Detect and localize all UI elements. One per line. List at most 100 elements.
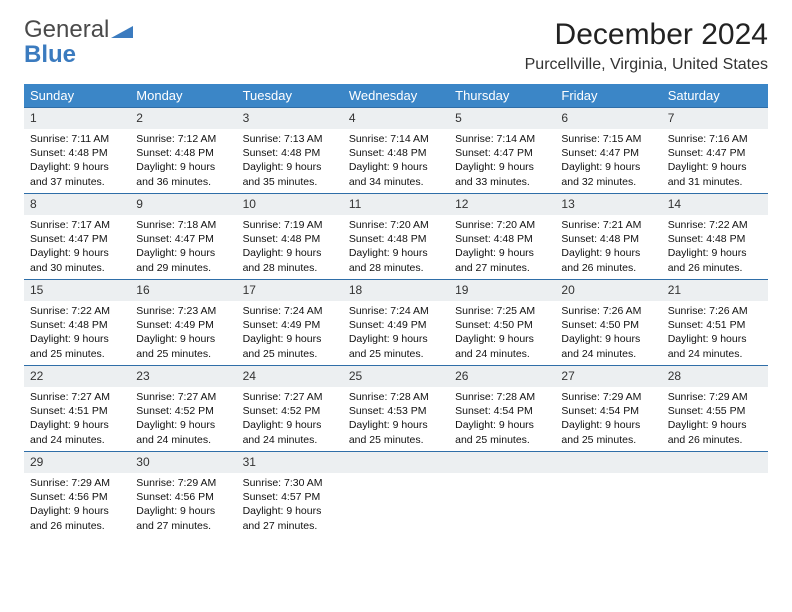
day-number: 24 [243,369,256,383]
day-number-row: 16 [130,279,236,301]
sunrise-line: Sunrise: 7:29 AM [561,390,655,404]
calendar-cell: 24 Sunrise: 7:27 AMSunset: 4:52 PMDayligh… [237,365,343,451]
day-info: Sunrise: 7:27 AMSunset: 4:51 PMDaylight:… [24,387,130,447]
day-number-row-empty [343,451,449,473]
sunrise-line: Sunrise: 7:11 AM [30,132,124,146]
day-number-row: 6 [555,107,661,129]
day-info: Sunrise: 7:16 AMSunset: 4:47 PMDaylight:… [662,129,768,189]
day-info: Sunrise: 7:30 AMSunset: 4:57 PMDaylight:… [237,473,343,533]
day-header: Wednesday [343,84,449,107]
daylight-line: Daylight: 9 hours and 28 minutes. [349,246,443,274]
calendar-cell: 15Sunrise: 7:22 AMSunset: 4:48 PMDayligh… [24,279,130,365]
day-number-row: 18 [343,279,449,301]
sunrise-line: Sunrise: 7:24 AM [243,304,337,318]
calendar-week-row: 22Sunrise: 7:27 AMSunset: 4:51 PMDayligh… [24,365,768,451]
daylight-line: Daylight: 9 hours and 24 minutes. [561,332,655,360]
sunset-line: Sunset: 4:48 PM [349,146,443,160]
day-info: Sunrise: 7:29 AMSunset: 4:56 PMDaylight:… [24,473,130,533]
calendar-cell: 10Sunrise: 7:19 AMSunset: 4:48 PMDayligh… [237,193,343,279]
day-number-row: 26 [449,365,555,387]
sunrise-line: Sunrise: 7:25 AM [455,304,549,318]
calendar-cell: 13Sunrise: 7:21 AMSunset: 4:48 PMDayligh… [555,193,661,279]
day-number-row: 12 [449,193,555,215]
day-number-row-empty [555,451,661,473]
sunset-line: Sunset: 4:55 PM [668,404,762,418]
day-info: Sunrise: 7:15 AMSunset: 4:47 PMDaylight:… [555,129,661,189]
calendar-cell: 16Sunrise: 7:23 AMSunset: 4:49 PMDayligh… [130,279,236,365]
daylight-line: Daylight: 9 hours and 27 minutes. [455,246,549,274]
day-number-row: 15 [24,279,130,301]
day-number: 12 [455,197,468,211]
logo-triangle-icon [111,19,133,43]
day-number: 27 [561,369,574,383]
daylight-line: Daylight: 9 hours and 26 minutes. [668,246,762,274]
sunrise-line: Sunrise: 7:26 AM [561,304,655,318]
calendar-cell: 20Sunrise: 7:26 AMSunset: 4:50 PMDayligh… [555,279,661,365]
day-number: 15 [30,283,43,297]
calendar-head: SundayMondayTuesdayWednesdayThursdayFrid… [24,84,768,107]
day-number-row: 27 [555,365,661,387]
day-info: Sunrise: 7:13 AMSunset: 4:48 PMDaylight:… [237,129,343,189]
sunset-line: Sunset: 4:47 PM [30,232,124,246]
daylight-line: Daylight: 9 hours and 27 minutes. [243,504,337,532]
sunset-line: Sunset: 4:56 PM [136,490,230,504]
day-info: Sunrise: 7:27 AMSunset: 4:52 PMDaylight:… [237,387,343,447]
calendar-cell [555,451,661,537]
sunrise-line: Sunrise: 7:18 AM [136,218,230,232]
calendar-cell: 6Sunrise: 7:15 AMSunset: 4:47 PMDaylight… [555,107,661,193]
day-number-row-empty [662,451,768,473]
daylight-line: Daylight: 9 hours and 37 minutes. [30,160,124,188]
calendar-cell: 27Sunrise: 7:29 AMSunset: 4:54 PMDayligh… [555,365,661,451]
sunset-line: Sunset: 4:48 PM [349,232,443,246]
day-number-row: 30 [130,451,236,473]
day-info: Sunrise: 7:24 AMSunset: 4:49 PMDaylight:… [237,301,343,361]
sunrise-line: Sunrise: 7:29 AM [136,476,230,490]
day-number: 26 [455,369,468,383]
day-number: 30 [136,455,149,469]
sunset-line: Sunset: 4:49 PM [136,318,230,332]
day-number-row: 22 [24,365,130,387]
daylight-line: Daylight: 9 hours and 28 minutes. [243,246,337,274]
daylight-line: Daylight: 9 hours and 30 minutes. [30,246,124,274]
day-number-row: 7 [662,107,768,129]
sunrise-line: Sunrise: 7:27 AM [136,390,230,404]
calendar-cell: 2Sunrise: 7:12 AMSunset: 4:48 PMDaylight… [130,107,236,193]
sunset-line: Sunset: 4:51 PM [668,318,762,332]
day-number-row: 10 [237,193,343,215]
day-header: Tuesday [237,84,343,107]
sunrise-line: Sunrise: 7:14 AM [455,132,549,146]
day-info: Sunrise: 7:12 AMSunset: 4:48 PMDaylight:… [130,129,236,189]
daylight-line: Daylight: 9 hours and 24 minutes. [30,418,124,446]
day-number: 16 [136,283,149,297]
calendar-week-row: 8Sunrise: 7:17 AMSunset: 4:47 PMDaylight… [24,193,768,279]
sunrise-line: Sunrise: 7:27 AM [243,390,337,404]
calendar-cell: 17Sunrise: 7:24 AMSunset: 4:49 PMDayligh… [237,279,343,365]
sunset-line: Sunset: 4:48 PM [30,318,124,332]
day-number-row: 24 [237,365,343,387]
day-number: 13 [561,197,574,211]
daylight-line: Daylight: 9 hours and 24 minutes. [668,332,762,360]
day-number-row: 25 [343,365,449,387]
calendar-cell: 31Sunrise: 7:30 AMSunset: 4:57 PMDayligh… [237,451,343,537]
calendar-body: 1Sunrise: 7:11 AMSunset: 4:48 PMDaylight… [24,107,768,537]
day-info: Sunrise: 7:14 AMSunset: 4:48 PMDaylight:… [343,129,449,189]
sunset-line: Sunset: 4:56 PM [30,490,124,504]
day-info: Sunrise: 7:27 AMSunset: 4:52 PMDaylight:… [130,387,236,447]
day-number-row: 23 [130,365,236,387]
calendar-cell: 22Sunrise: 7:27 AMSunset: 4:51 PMDayligh… [24,365,130,451]
day-number-row: 8 [24,193,130,215]
sunset-line: Sunset: 4:50 PM [561,318,655,332]
sunset-line: Sunset: 4:49 PM [243,318,337,332]
sunset-line: Sunset: 4:53 PM [349,404,443,418]
day-number: 3 [243,111,250,125]
calendar-cell: 30Sunrise: 7:29 AMSunset: 4:56 PMDayligh… [130,451,236,537]
month-title: December 2024 [525,18,768,52]
sunset-line: Sunset: 4:48 PM [455,232,549,246]
sunset-line: Sunset: 4:57 PM [243,490,337,504]
location-text: Purcellville, Virginia, United States [525,56,768,74]
calendar-cell: 8Sunrise: 7:17 AMSunset: 4:47 PMDaylight… [24,193,130,279]
day-info: Sunrise: 7:26 AMSunset: 4:50 PMDaylight:… [555,301,661,361]
day-number-row: 29 [24,451,130,473]
day-info: Sunrise: 7:28 AMSunset: 4:54 PMDaylight:… [449,387,555,447]
calendar-table: SundayMondayTuesdayWednesdayThursdayFrid… [24,84,768,537]
